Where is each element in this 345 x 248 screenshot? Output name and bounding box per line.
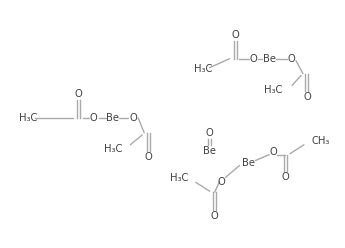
Text: O: O [231,30,239,40]
Text: O: O [75,89,83,99]
Text: O: O [129,113,137,123]
Text: O: O [303,92,311,102]
Text: O: O [218,177,226,187]
Text: CH₃: CH₃ [312,136,330,146]
Text: O: O [249,54,257,64]
Text: H₃C: H₃C [264,85,282,95]
Text: O: O [269,147,277,157]
Text: Be: Be [106,113,119,123]
Text: O: O [281,172,289,182]
Text: O: O [211,211,218,221]
Text: O: O [90,113,98,123]
Text: Be: Be [242,157,255,168]
Text: H₃C: H₃C [19,113,38,123]
Text: O: O [287,54,295,64]
Text: H₃C: H₃C [104,144,122,154]
Text: Be: Be [203,146,216,156]
Text: H₃C: H₃C [169,173,188,183]
Text: O: O [144,152,152,162]
Text: Be: Be [263,54,276,64]
Text: O: O [206,128,214,138]
Text: H₃C: H₃C [194,64,212,74]
